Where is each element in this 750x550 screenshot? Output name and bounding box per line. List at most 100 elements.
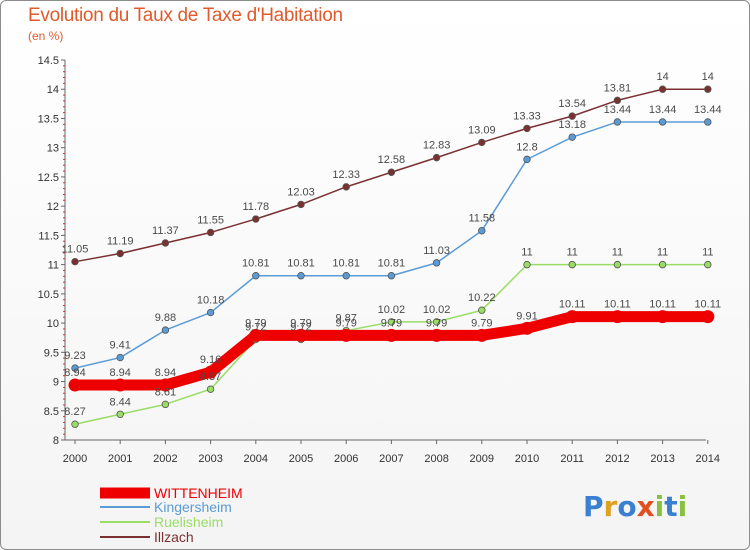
data-point [610, 310, 624, 324]
data-label: 11.58 [468, 213, 495, 225]
logo-letter: P [583, 490, 604, 523]
data-label: 14 [656, 71, 668, 83]
y-tick-label: 8.5 [44, 406, 59, 418]
data-label: 11.78 [242, 201, 269, 213]
data-point [204, 365, 218, 379]
data-label: 12.83 [423, 140, 451, 152]
data-label: 9.79 [381, 317, 402, 329]
data-point [704, 118, 712, 126]
x-tick-label: 2010 [515, 453, 539, 465]
proxiti-logo: Proxiti [583, 490, 687, 523]
data-point [68, 378, 82, 392]
x-tick-label: 2009 [470, 453, 494, 465]
x-tick-label: 2011 [560, 453, 584, 465]
data-labels: 11.05 11.19 11.37 11.55 11.78 12.03 12.33 12.58… [62, 71, 722, 418]
data-label: 13.54 [558, 98, 586, 110]
data-point [116, 410, 124, 418]
data-point [71, 364, 79, 372]
data-label: 9.91 [516, 310, 537, 322]
data-label: 10.11 [649, 299, 676, 311]
data-point [206, 385, 215, 393]
data-point [161, 239, 170, 247]
logo-letter: t [664, 490, 678, 523]
data-point [523, 124, 531, 133]
data-point [294, 328, 308, 342]
data-label: 11.37 [152, 225, 179, 237]
data-point [387, 318, 396, 326]
data-label: 10.81 [332, 258, 360, 270]
y-tick-label: 10.5 [38, 289, 59, 301]
data-label: 8.27 [64, 406, 85, 418]
data-label: 13.44 [604, 104, 632, 116]
y-tick-label: 13 [47, 143, 59, 155]
data-label: 9.72 [290, 321, 311, 333]
x-tick-label: 2003 [198, 453, 222, 465]
data-label: 8.44 [109, 396, 130, 408]
data-label: 8.94 [109, 367, 130, 379]
data-point [206, 228, 215, 237]
data-point [478, 138, 486, 147]
data-label: 13.09 [468, 124, 496, 136]
data-point [297, 200, 305, 209]
data-point [206, 308, 215, 317]
data-point [613, 118, 622, 126]
data-point [701, 310, 715, 324]
x-tick-label: 2014 [696, 453, 720, 465]
data-label: 10.81 [287, 258, 315, 270]
x-tick-label: 2004 [244, 453, 268, 465]
data-label: 11 [657, 247, 668, 259]
logo-letter: o [617, 490, 637, 523]
data-label: 8.61 [155, 386, 176, 398]
data-point [523, 155, 531, 164]
data-label: 13.33 [513, 110, 541, 122]
y-tick-label: 12 [47, 201, 59, 213]
chart-title: Evolution du Taux de Taxe d'Habitation [28, 5, 343, 26]
data-label: 11 [612, 247, 623, 259]
data-label: 12.03 [287, 186, 315, 198]
y-tick-label: 9.5 [44, 347, 59, 359]
legend-label: Ruelisheim [154, 514, 223, 530]
data-label: 9.79 [335, 317, 356, 329]
data-point [252, 215, 260, 223]
data-label: 9.23 [64, 350, 85, 362]
data-point [568, 112, 576, 120]
data-point [71, 257, 79, 266]
data-point [113, 378, 127, 392]
data-label: 11.19 [107, 236, 134, 248]
y-tick-label: 8 [53, 435, 59, 447]
data-label: 11.05 [62, 244, 89, 256]
data-point [387, 272, 396, 280]
data-label: 9.88 [155, 312, 176, 324]
data-point [613, 260, 622, 269]
data-label: 8.94 [64, 367, 85, 379]
data-point [384, 328, 398, 342]
x-tick-label: 2012 [605, 453, 629, 465]
x-tick-label: 2007 [379, 453, 403, 465]
data-label: 10.02 [378, 304, 406, 316]
x-tick-label: 2013 [650, 453, 674, 465]
data-point [387, 168, 396, 176]
data-point [158, 378, 172, 392]
data-label: 11 [702, 247, 713, 259]
data-point [432, 318, 441, 326]
data-label: 11 [521, 247, 532, 259]
data-label: 11.55 [197, 214, 224, 226]
data-point [252, 272, 260, 280]
data-label: 11.03 [423, 245, 450, 257]
data-label: 9.79 [290, 317, 311, 329]
data-point [161, 400, 170, 409]
data-label: 11 [566, 247, 577, 259]
data-label: 8.94 [155, 367, 176, 379]
data-point [523, 260, 531, 269]
logo-letter: i [654, 490, 665, 523]
y-tick-label: 9 [53, 377, 59, 389]
data-point [342, 272, 350, 280]
legend-label: Kingersheim [154, 499, 232, 515]
data-point [116, 353, 124, 362]
data-point [613, 96, 622, 105]
x-tick-label: 2005 [289, 453, 313, 465]
y-tick-label: 11 [48, 260, 59, 272]
data-label: 12.58 [378, 154, 406, 166]
